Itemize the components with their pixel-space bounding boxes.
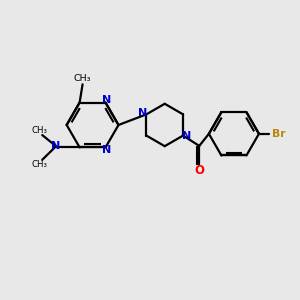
Text: CH₃: CH₃	[31, 160, 47, 169]
Text: N: N	[182, 131, 191, 142]
Text: CH₃: CH₃	[31, 126, 47, 135]
Text: N: N	[51, 141, 61, 151]
Text: N: N	[101, 95, 111, 105]
Text: Br: Br	[272, 129, 286, 139]
Text: O: O	[194, 164, 204, 177]
Text: CH₃: CH₃	[74, 74, 91, 83]
Text: N: N	[101, 145, 111, 155]
Text: N: N	[138, 108, 147, 118]
